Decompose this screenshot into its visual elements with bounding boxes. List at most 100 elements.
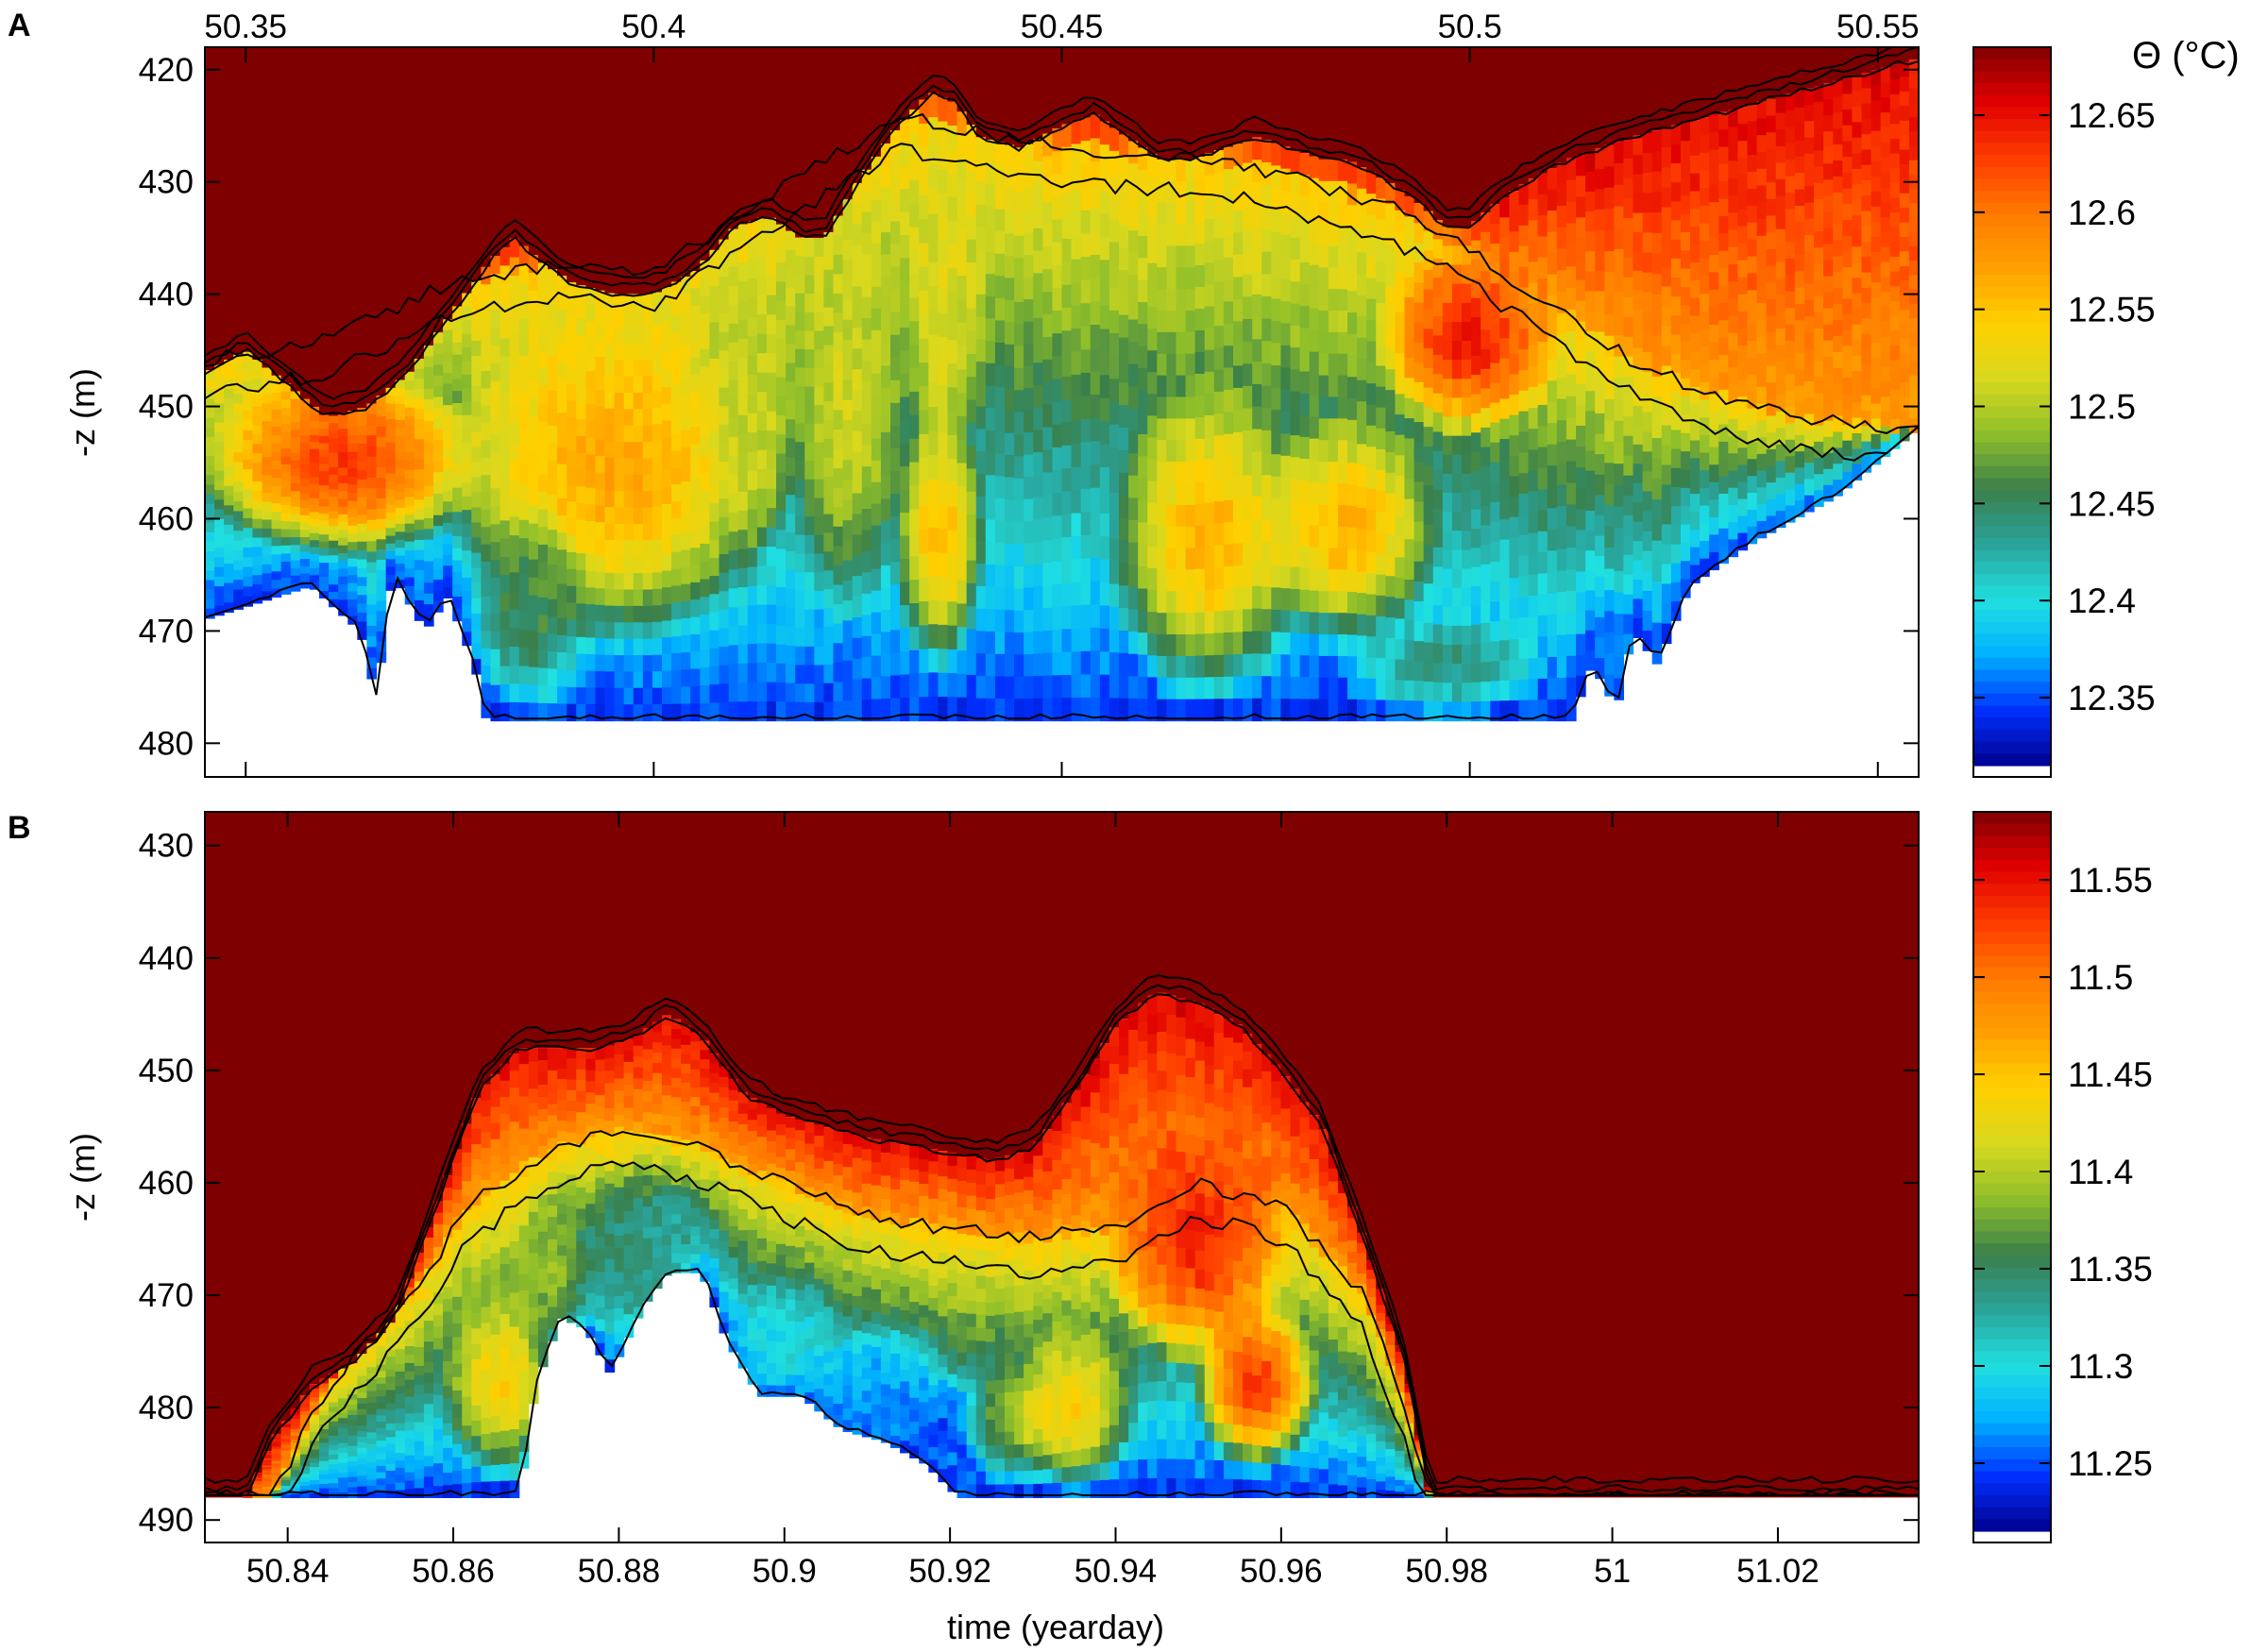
heatmap-cell bbox=[1166, 440, 1177, 463]
heatmap-cell bbox=[1099, 674, 1110, 699]
heatmap-cell bbox=[1033, 228, 1043, 252]
heatmap-cell bbox=[861, 211, 872, 234]
heatmap-cell bbox=[852, 265, 863, 288]
heatmap-cell bbox=[709, 485, 720, 504]
heatmap-cell bbox=[1357, 47, 1367, 168]
heatmap-cell bbox=[280, 553, 292, 563]
heatmap-cell bbox=[1309, 460, 1320, 483]
heatmap-cell bbox=[1318, 202, 1329, 226]
heatmap-cell bbox=[1128, 453, 1139, 477]
heatmap-cell bbox=[1680, 506, 1691, 526]
heatmap-cell bbox=[452, 330, 463, 344]
heatmap-cell bbox=[1747, 357, 1758, 376]
heatmap-cell bbox=[1024, 454, 1034, 478]
heatmap-cell bbox=[900, 535, 910, 560]
heatmap-cell bbox=[1889, 345, 1901, 361]
heatmap-cell bbox=[280, 407, 292, 417]
heatmap-cell bbox=[1432, 585, 1444, 606]
heatmap-cell bbox=[795, 590, 805, 611]
heatmap-cell bbox=[1775, 295, 1786, 312]
heatmap-cell bbox=[1718, 233, 1729, 252]
heatmap-cell bbox=[1585, 649, 1596, 671]
heatmap-cell bbox=[1556, 356, 1567, 379]
heatmap-cell bbox=[1243, 609, 1253, 632]
heatmap-cell bbox=[719, 554, 730, 574]
heatmap-cell bbox=[1889, 360, 1901, 376]
heatmap-cell bbox=[1138, 676, 1148, 700]
heatmap-cell bbox=[1309, 199, 1320, 223]
heatmap-cell bbox=[719, 701, 730, 722]
heatmap-cell bbox=[861, 296, 872, 319]
heatmap-cell bbox=[1889, 227, 1901, 243]
heatmap-cell bbox=[1547, 571, 1558, 595]
heatmap-cell bbox=[633, 458, 644, 476]
heatmap-cell bbox=[1347, 377, 1358, 399]
heatmap-cell bbox=[1642, 550, 1653, 572]
heatmap-cell bbox=[1243, 385, 1253, 410]
heatmap-cell bbox=[985, 586, 996, 610]
heatmap-cell bbox=[1337, 47, 1348, 160]
heatmap-cell bbox=[1223, 610, 1234, 633]
heatmap-cell bbox=[1709, 395, 1719, 413]
heatmap-cell bbox=[1604, 674, 1615, 697]
heatmap-cell bbox=[1014, 213, 1024, 237]
heatmap-cell bbox=[786, 476, 796, 496]
heatmap-cell bbox=[319, 513, 330, 521]
heatmap-cell bbox=[1633, 47, 1644, 136]
heatmap-cell bbox=[280, 569, 292, 579]
heatmap-cell bbox=[919, 266, 929, 292]
heatmap-cell bbox=[224, 592, 234, 603]
heatmap-cell bbox=[1690, 47, 1701, 121]
x-tick-label: 50.5 bbox=[1438, 8, 1502, 45]
heatmap-cell bbox=[471, 507, 482, 524]
heatmap-cell bbox=[262, 47, 273, 368]
heatmap-cell bbox=[1147, 262, 1158, 286]
heatmap-cell bbox=[1119, 563, 1129, 586]
heatmap-cell bbox=[928, 93, 939, 118]
heatmap-cell bbox=[205, 456, 215, 466]
heatmap-cell bbox=[1061, 47, 1073, 125]
heatmap-cell bbox=[576, 486, 586, 504]
heatmap-cell bbox=[1547, 635, 1558, 658]
heatmap-cell bbox=[1280, 699, 1292, 722]
heatmap-cell bbox=[1595, 413, 1605, 435]
heatmap-cell bbox=[1385, 597, 1396, 618]
heatmap-cell bbox=[548, 286, 558, 305]
heatmap-cell bbox=[1099, 144, 1110, 169]
heatmap-cell bbox=[833, 448, 844, 469]
heatmap-cell bbox=[795, 404, 805, 425]
heatmap-cell bbox=[1157, 677, 1168, 700]
heatmap-cell bbox=[1908, 346, 1919, 362]
heatmap-cell bbox=[1623, 455, 1634, 477]
heatmap-cell bbox=[347, 533, 358, 543]
heatmap-cell bbox=[909, 321, 920, 346]
heatmap-cell bbox=[518, 282, 530, 302]
heatmap-cell bbox=[700, 508, 711, 527]
heatmap-cell bbox=[1718, 285, 1729, 304]
heatmap-cell bbox=[871, 677, 882, 700]
heatmap-cell bbox=[443, 362, 453, 374]
heatmap-cell bbox=[1451, 493, 1463, 513]
heatmap-cell bbox=[956, 463, 968, 488]
heatmap-cell bbox=[1005, 411, 1015, 434]
heatmap-cell bbox=[919, 291, 929, 316]
heatmap-cell bbox=[423, 561, 434, 573]
heatmap-cell bbox=[1880, 47, 1891, 68]
heatmap-cell bbox=[1908, 59, 1919, 76]
heatmap-cell bbox=[1709, 307, 1719, 326]
heatmap-cell bbox=[557, 293, 567, 312]
heatmap-cell bbox=[1462, 531, 1472, 551]
heatmap-cell bbox=[1061, 674, 1073, 699]
heatmap-cell bbox=[662, 637, 672, 655]
heatmap-cell bbox=[1176, 440, 1187, 463]
heatmap-cell bbox=[576, 435, 586, 454]
heatmap-cell bbox=[567, 366, 577, 384]
heatmap-cell bbox=[233, 501, 244, 513]
heatmap-cell bbox=[604, 441, 616, 459]
heatmap-cell bbox=[1261, 430, 1272, 454]
heatmap-cell bbox=[1690, 209, 1701, 228]
heatmap-cell bbox=[1042, 336, 1054, 361]
heatmap-cell bbox=[1090, 604, 1101, 629]
heatmap-cell bbox=[319, 548, 330, 557]
heatmap-cell bbox=[975, 383, 987, 408]
